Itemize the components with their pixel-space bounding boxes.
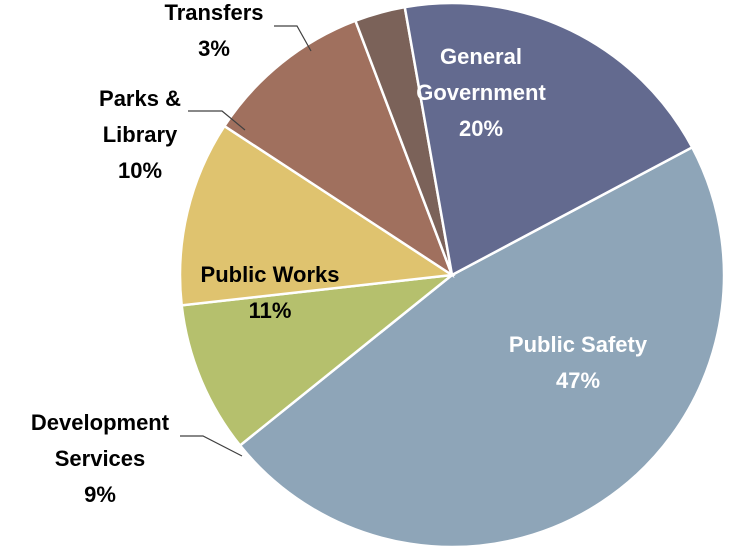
slice-label-development-services: Development Services 9% — [31, 410, 170, 507]
slice-label-transfers: Transfers 3% — [164, 0, 263, 61]
slice-percent-public-works: 11% — [249, 298, 292, 323]
slice-name-development-services: Services — [55, 446, 146, 471]
slice-name-public-safety: Public Safety — [509, 332, 648, 357]
slice-name-parks-and-library: Parks & — [99, 86, 181, 111]
slice-parks-and-library — [222, 19, 455, 279]
slice-percent-public-safety: 47% — [556, 368, 600, 393]
slice-name-transfers: Transfers — [164, 0, 263, 25]
leader-line-transfers — [274, 25, 312, 52]
slice-public-safety — [238, 145, 726, 549]
slice-development-services — [180, 273, 457, 448]
slice-percent-parks-and-library: 10% — [118, 158, 162, 183]
slice-public-works — [178, 124, 456, 307]
slice-general-government — [403, 1, 694, 277]
slice-name-parks-and-library: Library — [103, 122, 178, 147]
slice-name-public-works: Public Works — [201, 262, 340, 287]
slice-percent-development-services: 9% — [84, 482, 116, 507]
pie-slices — [178, 1, 726, 549]
slice-label-parks-and-library: Parks & Library 10% — [99, 86, 181, 183]
slice-name-general-government: General — [440, 44, 522, 69]
slice-name-development-services: Development — [31, 410, 170, 435]
slice-label-public-safety: Public Safety 47% — [509, 332, 648, 393]
leader-line-parks-and-library — [188, 110, 246, 131]
slice-label-general-government: General Government 20% — [416, 44, 546, 141]
pie-labels: Public Safety 47% Development Services 9% Pub… — [31, 0, 648, 507]
slice-name-general-government: Government — [416, 80, 546, 105]
slice-percent-transfers: 3% — [198, 36, 230, 61]
slice-label-public-works: Public Works 11% — [201, 262, 340, 323]
slice-percent-general-government: 20% — [459, 116, 503, 141]
leader-line-development-services — [180, 435, 243, 457]
